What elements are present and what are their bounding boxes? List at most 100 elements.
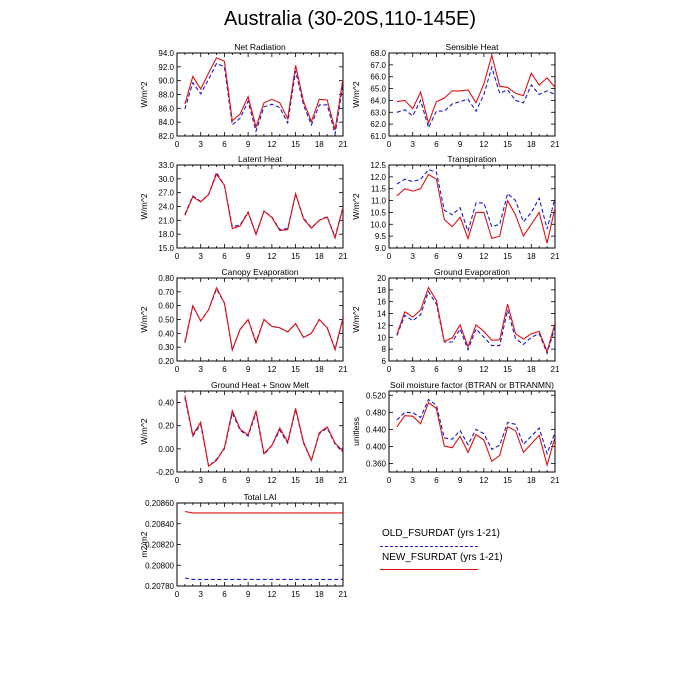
x-tick-label: 9 [458,365,463,374]
y-tick-label: 84.0 [158,118,174,127]
chart-panel: Canopy Evaporation W/m^2 0 3 6 9 12 15 18 21 0.20 0… [139,267,348,374]
y-tick-label: 12.0 [370,173,386,182]
y-axis-label: W/m^2 [139,418,149,444]
x-tick-label: 6 [222,476,227,485]
x-tick-label: 15 [291,476,300,485]
y-axis-label: m2/m2 [139,531,149,557]
y-tick-label: 0.360 [366,459,387,468]
x-tick-label: 21 [551,476,560,485]
x-tick-label: 15 [503,476,512,485]
y-tick-label: 68.0 [370,49,386,58]
series-line-old [184,62,343,135]
x-tick-label: 18 [315,252,324,261]
x-tick-label: 18 [315,365,324,374]
y-tick-label: 27.0 [158,189,174,198]
y-tick-label: 0.400 [366,442,387,451]
y-tick-label: 92.0 [158,63,174,72]
page-title: Australia (30-20S,110-145E) [224,8,476,30]
y-axis-label: W/m^2 [351,306,361,332]
plot-frame [176,502,344,587]
y-tick-label: 12 [377,321,386,330]
x-tick-label: 3 [410,140,415,149]
x-tick-label: 12 [267,140,276,149]
y-tick-label: 0.480 [366,408,387,417]
y-tick-label: 63.0 [370,108,386,117]
x-tick-label: 0 [387,140,392,149]
x-tick-label: 6 [434,365,439,374]
x-tick-label: 3 [410,476,415,485]
y-tick-label: 61.0 [370,132,386,141]
y-axis-label: unitless [351,417,361,446]
legend-label-old: OLD_FSURDAT (yrs 1-21) [382,528,500,539]
x-tick-label: 9 [458,140,463,149]
y-tick-label: 64.0 [370,96,386,105]
y-tick-label: 88.0 [158,91,174,100]
chart-panel: Transpiration W/m^2 0 3 6 9 12 15 18 21 9.0 9.5 10.0… [351,154,560,261]
panel-title: Transpiration [447,154,497,164]
x-tick-label: 0 [387,365,392,374]
y-tick-label: 30.0 [158,175,174,184]
series-line-new [396,53,555,125]
x-tick-label: 12 [479,476,488,485]
y-tick-label: 10.0 [370,220,386,229]
x-tick-label: 21 [339,140,348,149]
chart-panel: Ground Heat + Snow Melt W/m^2 0 3 6 9 12 15 18 21… [139,380,348,485]
x-tick-label: 18 [315,590,324,599]
y-tick-label: 94.0 [158,49,174,58]
y-tick-label: 6 [382,357,387,366]
series-line-new [396,286,555,354]
x-tick-label: 0 [387,476,392,485]
y-tick-label: 8 [382,345,387,354]
y-axis-label: W/m^2 [139,81,149,107]
series-line-new [396,401,555,468]
y-tick-label: 0.40 [158,329,174,338]
chart-panel: Net Radiation W/m^2 0 3 6 9 12 15 18 21 82.0 84.0 86… [139,42,348,149]
chart-panel: Ground Evaporation W/m^2 0 3 6 9 12 15 18 21 6 8 10 1… [351,267,560,374]
chart-panel: Sensible Heat W/m^2 0 3 6 9 12 15 18 21 61.0 62.0 63… [351,42,560,149]
panel-title: Latent Heat [238,154,283,164]
series-line-new [184,173,343,240]
x-tick-label: 12 [267,476,276,485]
series-line-new [184,510,343,514]
x-tick-label: 12 [267,590,276,599]
y-tick-label: 14 [377,310,386,319]
y-tick-label: 0.20840 [145,520,174,529]
legend-label-new: NEW_FSURDAT (yrs 1-21) [382,552,503,563]
panel-title: Ground Heat + Snow Melt [211,380,310,390]
y-tick-label: 18 [377,286,386,295]
y-axis-label: W/m^2 [139,193,149,219]
x-tick-label: 3 [198,140,203,149]
plot-frame [388,277,556,362]
x-tick-label: 9 [246,476,251,485]
y-tick-label: 11.0 [371,197,387,206]
x-tick-label: 0 [175,365,180,374]
chart-panel: Total LAI m2/m2 0 3 6 9 12 15 18 21 0.20780 0.20800… [139,492,348,599]
y-tick-label: 0.70 [158,288,174,297]
x-tick-label: 6 [434,252,439,261]
x-tick-label: 6 [434,476,439,485]
x-tick-label: 18 [315,476,324,485]
x-tick-label: 15 [503,140,512,149]
x-tick-label: 18 [527,476,536,485]
y-tick-label: 0.20 [158,422,174,431]
y-tick-label: 12.5 [370,161,386,170]
legend-swatch-new [380,569,478,570]
x-tick-label: 3 [198,252,203,261]
series-line-old [396,290,555,355]
y-tick-label: 10 [377,333,386,342]
y-tick-label: 18.0 [158,230,174,239]
x-tick-label: 6 [434,140,439,149]
y-tick-label: 0.30 [158,343,174,352]
y-tick-label: 86.0 [158,104,174,113]
y-tick-label: 0.50 [158,316,174,325]
x-tick-label: 3 [198,476,203,485]
y-tick-label: 0.20860 [145,499,174,508]
panel-title: Soil moisture factor (BTRAN or BTRANMN) [390,380,554,390]
y-tick-label: 9.5 [375,232,387,241]
x-tick-label: 21 [339,252,348,261]
x-tick-label: 6 [222,252,227,261]
series-line-new [184,395,343,468]
series-line-old [184,577,343,580]
y-tick-label: 10.5 [370,208,386,217]
